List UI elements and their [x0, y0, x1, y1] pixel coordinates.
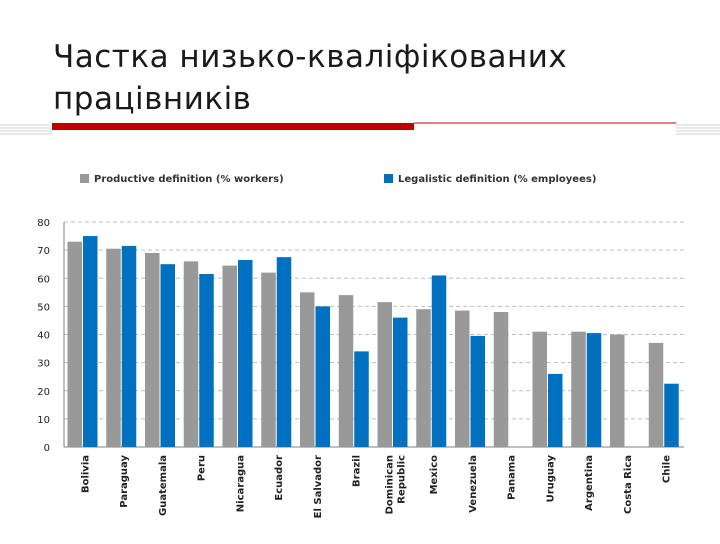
- y-tick-label-30: 30: [37, 359, 50, 370]
- bar-peru-series-2: [199, 274, 214, 447]
- bar-panama-series-1: [493, 312, 509, 447]
- legend-label-2: Legalistic definition (% employees): [398, 174, 596, 185]
- x-tick-label-costa-rica: Costa Rica: [623, 455, 634, 514]
- bar-chart: Productive definition (% workers) Legalis…: [37, 174, 684, 518]
- bar-costa-rica-series-1: [610, 334, 625, 447]
- bar-nicaragua-series-2: [238, 259, 253, 447]
- bar-el-salvador-series-2: [315, 306, 330, 447]
- x-tick-label-brazil: Brazil: [352, 455, 363, 487]
- y-tick-label-20: 20: [37, 387, 50, 398]
- bar-guatemala-series-1: [145, 252, 160, 447]
- x-tick-label-ecuador: Ecuador: [274, 455, 285, 501]
- y-tick-label-10: 10: [37, 415, 50, 426]
- x-tick-label-guatemala: Guatemala: [158, 455, 169, 516]
- bar-argentina-series-2: [586, 333, 602, 447]
- bar-peru-series-1: [183, 261, 199, 447]
- y-tick-label-80: 80: [37, 218, 50, 229]
- bar-venezuela-series-1: [455, 310, 470, 447]
- legend-label-1: Productive definition (% workers): [94, 174, 284, 185]
- bar-ecuador-series-2: [276, 257, 292, 447]
- bar-venezuela-series-2: [470, 335, 485, 447]
- x-tick-label-peru: Peru: [197, 455, 208, 481]
- x-tick-label-el-salvador: El Salvador: [313, 455, 324, 518]
- bar-dominican-republic-series-1: [377, 302, 392, 447]
- bar-chile-series-1: [648, 342, 664, 447]
- x-tick-label-dominican-republic: DominicanRepublic: [384, 455, 407, 514]
- legend-swatch-2: [384, 174, 393, 183]
- y-tick-label-70: 70: [37, 246, 50, 257]
- bar-uruguay-series-2: [548, 373, 563, 447]
- bar-mexico-series-2: [431, 275, 447, 447]
- bar-brazil-series-2: [354, 351, 369, 447]
- y-tick-label-0: 0: [44, 443, 50, 454]
- x-tick-label-bolivia: Bolivia: [80, 455, 91, 493]
- bar-paraguay-series-2: [121, 245, 137, 447]
- bar-bolivia-series-2: [83, 236, 98, 447]
- x-tick-label-paraguay: Paraguay: [119, 455, 130, 508]
- bar-dominican-republic-series-2: [393, 317, 408, 447]
- bar-argentina-series-1: [571, 331, 586, 447]
- bar-uruguay-series-1: [532, 331, 547, 447]
- bar-bolivia-series-1: [67, 241, 82, 447]
- title-rule-red-bar: [52, 123, 414, 130]
- y-tick-label-40: 40: [37, 331, 50, 342]
- x-tick-label-argentina: Argentina: [584, 455, 595, 511]
- title-underline: [0, 122, 720, 135]
- y-tick-label-50: 50: [37, 302, 50, 313]
- bar-paraguay-series-1: [106, 248, 121, 447]
- bar-chile-series-2: [664, 383, 679, 447]
- chart-container: Productive definition (% workers) Legalis…: [0, 150, 720, 540]
- x-tick-label-chile: Chile: [662, 455, 673, 483]
- x-tick-label-mexico: Mexico: [429, 455, 440, 495]
- legend-swatch-1: [80, 174, 89, 183]
- x-tick-label-nicaragua: Nicaragua: [235, 455, 246, 512]
- bar-guatemala-series-2: [160, 264, 175, 447]
- bar-nicaragua-series-1: [222, 265, 237, 447]
- bar-ecuador-series-1: [261, 272, 276, 447]
- x-tick-label-venezuela: Venezuela: [468, 455, 479, 513]
- title-rule-right-lines: [676, 124, 720, 135]
- bar-el-salvador-series-1: [300, 292, 315, 447]
- title-rule-left-lines: [0, 124, 52, 135]
- bar-brazil-series-1: [338, 295, 354, 447]
- slide-title: Частка низько-кваліфікованих працівників: [53, 39, 568, 117]
- x-tick-label-panama: Panama: [507, 455, 518, 500]
- bar-mexico-series-1: [416, 309, 431, 447]
- y-tick-label-60: 60: [37, 274, 50, 285]
- x-tick-label-uruguay: Uruguay: [545, 455, 556, 503]
